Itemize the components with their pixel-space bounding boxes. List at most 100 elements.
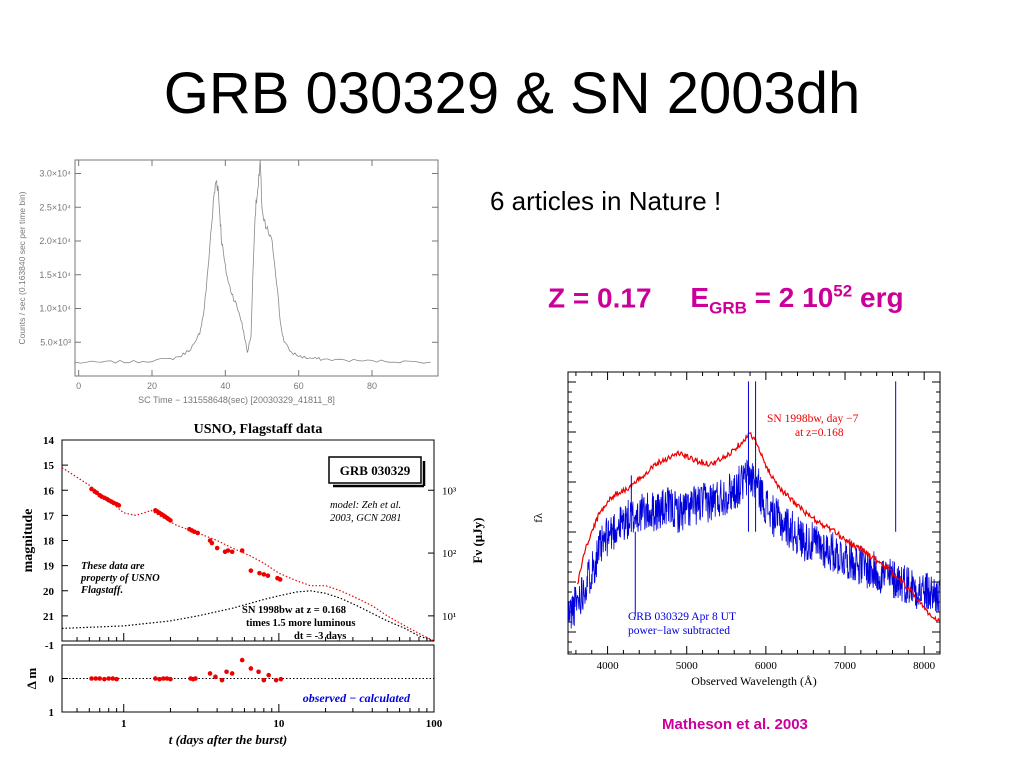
y-tick-label: 14 [43, 435, 55, 447]
model-annotation: 2003, GCN 2081 [330, 513, 401, 524]
residual-point [93, 676, 99, 681]
sn-annotation: times 1.5 more luminous [246, 618, 355, 629]
residual-point [89, 676, 94, 681]
x-axis-label: t (days after the burst) [169, 732, 287, 747]
optical-lightcurve-chart: USNO, Flagstaff data 14 15 16 17 18 19 20 21 10³ 1… [21, 422, 485, 747]
residual-legend: observed − calculated [303, 691, 411, 705]
x-tick-label: 8000 [913, 660, 936, 672]
residual-point [164, 676, 170, 681]
residual-y-tick-label: 0 [49, 674, 55, 686]
residual-point [239, 657, 245, 663]
residual-point [106, 676, 111, 681]
model-curve [61, 467, 435, 642]
legend-sn1998bw-z: at z=0.168 [795, 427, 844, 439]
y-axis-label: Counts / sec (0.163840 sec per time bin) [17, 191, 27, 344]
y-axis-label: fλ [531, 513, 545, 523]
observed-point [265, 573, 271, 578]
legend-box [328, 456, 422, 484]
y-tick-label: 2.5×10⁴ [39, 202, 71, 212]
y-tick-right-label: 10³ [442, 485, 457, 497]
residual-point [213, 674, 218, 680]
y-tick-label: 1.0×10⁴ [39, 304, 71, 314]
y-tick-label: 17 [43, 510, 55, 522]
x-tick-label: 0 [76, 381, 81, 391]
sn1998bw-spectrum-line [576, 432, 940, 622]
data-note: property of USNO [80, 573, 160, 584]
x-tick-label: 1 [121, 718, 127, 730]
energy-value: EGRB = 2 1052 erg [690, 282, 904, 318]
observed-point [168, 518, 173, 523]
redshift-energy-line: Z = 0.17 EGRB = 2 1052 erg [548, 282, 904, 319]
residual-point [207, 671, 213, 676]
plot-frame [74, 159, 439, 377]
legend-grb: GRB 030329 Apr 8 UT [628, 611, 736, 623]
residual-y-axis-label: Δ m [24, 668, 39, 690]
x-tick-label: 80 [367, 381, 377, 391]
legend-box-label: GRB 030329 [340, 463, 411, 478]
y-tick-label: 19 [43, 561, 55, 573]
chart-title: USNO, Flagstaff data [194, 422, 323, 437]
observed-point [214, 545, 220, 551]
x-tick-label: 5000 [676, 660, 699, 672]
residual-point [219, 677, 225, 683]
y-tick-label: 1.5×10⁴ [39, 270, 71, 280]
y-tick-right-label: 10² [442, 548, 457, 560]
gamma-lightcurve-chart: 5.0×10³ 1.0×10⁴ 1.5×10⁴ 2.0×10⁴ 2.5×10⁴ 3.0×1… [17, 159, 439, 405]
residual-point [110, 676, 116, 681]
y-tick-label: 5.0×10³ [40, 337, 71, 347]
residual-point [97, 676, 103, 681]
spectrum-chart: 4000 5000 6000 7000 8000 Observed Wavelength … [531, 371, 941, 688]
observed-point [116, 503, 122, 508]
residual-y-tick-label: -1 [45, 640, 54, 652]
data-note: These data are [81, 561, 145, 572]
observed-point [195, 530, 201, 536]
lightcurve-line [74, 159, 431, 364]
x-tick-label: 4000 [597, 660, 620, 672]
y-tick-right-label: 10¹ [442, 611, 456, 623]
observed-point [239, 548, 245, 553]
x-tick-label: 100 [426, 718, 443, 730]
y-axis-label: magnitude [21, 509, 36, 573]
observed-point [229, 549, 235, 555]
residual-y-tick-label: 1 [49, 707, 55, 719]
observed-point [261, 572, 267, 577]
observed-point [277, 577, 283, 582]
y-tick-label: 21 [43, 611, 54, 623]
residual-point [256, 669, 261, 675]
observed-point [209, 540, 215, 546]
residual-point [193, 676, 198, 681]
observed-point [191, 529, 197, 535]
sn-annotation: dt = -3 days [294, 631, 346, 642]
observed-point [225, 548, 231, 553]
x-axis-label: Observed Wavelength (Å) [691, 674, 816, 688]
sn1998bw-curve [61, 590, 435, 642]
residual-point [161, 676, 166, 681]
y-tick-label: 15 [43, 460, 55, 472]
observed-point [257, 570, 262, 576]
residual-point [153, 676, 158, 681]
x-tick-label: 20 [147, 381, 157, 391]
y-tick-label: 18 [43, 536, 55, 548]
legend-sn1998bw: SN 1998bw, day −7 [767, 413, 859, 425]
residual-point [114, 676, 119, 682]
residual-point [102, 676, 107, 682]
residual-point [278, 676, 284, 682]
spectrum-credit: Matheson et al. 2003 [662, 716, 808, 733]
slide-title: GRB 030329 & SN 2003dh [163, 61, 861, 126]
residual-point [248, 666, 254, 671]
x-tick-label: 6000 [755, 660, 778, 672]
x-tick-label: 7000 [834, 660, 857, 672]
x-axis-label: SC Time − 131558648(sec) [20030329_41811… [138, 395, 335, 405]
x-tick-label: 10 [273, 718, 285, 730]
observed-point [248, 568, 254, 573]
nature-note: 6 articles in Nature ! [490, 186, 722, 216]
residual-point [224, 669, 229, 675]
legend-grb-note: power−law subtracted [628, 625, 730, 637]
y-tick-label: 20 [43, 586, 55, 598]
plot-frame [567, 371, 941, 655]
redshift-value: Z = 0.17 [548, 282, 652, 314]
data-note: Flagstaff. [80, 585, 123, 596]
residual-point [273, 677, 279, 683]
y-axis-label-right: Fν (μJy) [470, 517, 485, 563]
sn-annotation: SN 1998bw at z = 0.168 [242, 605, 346, 616]
